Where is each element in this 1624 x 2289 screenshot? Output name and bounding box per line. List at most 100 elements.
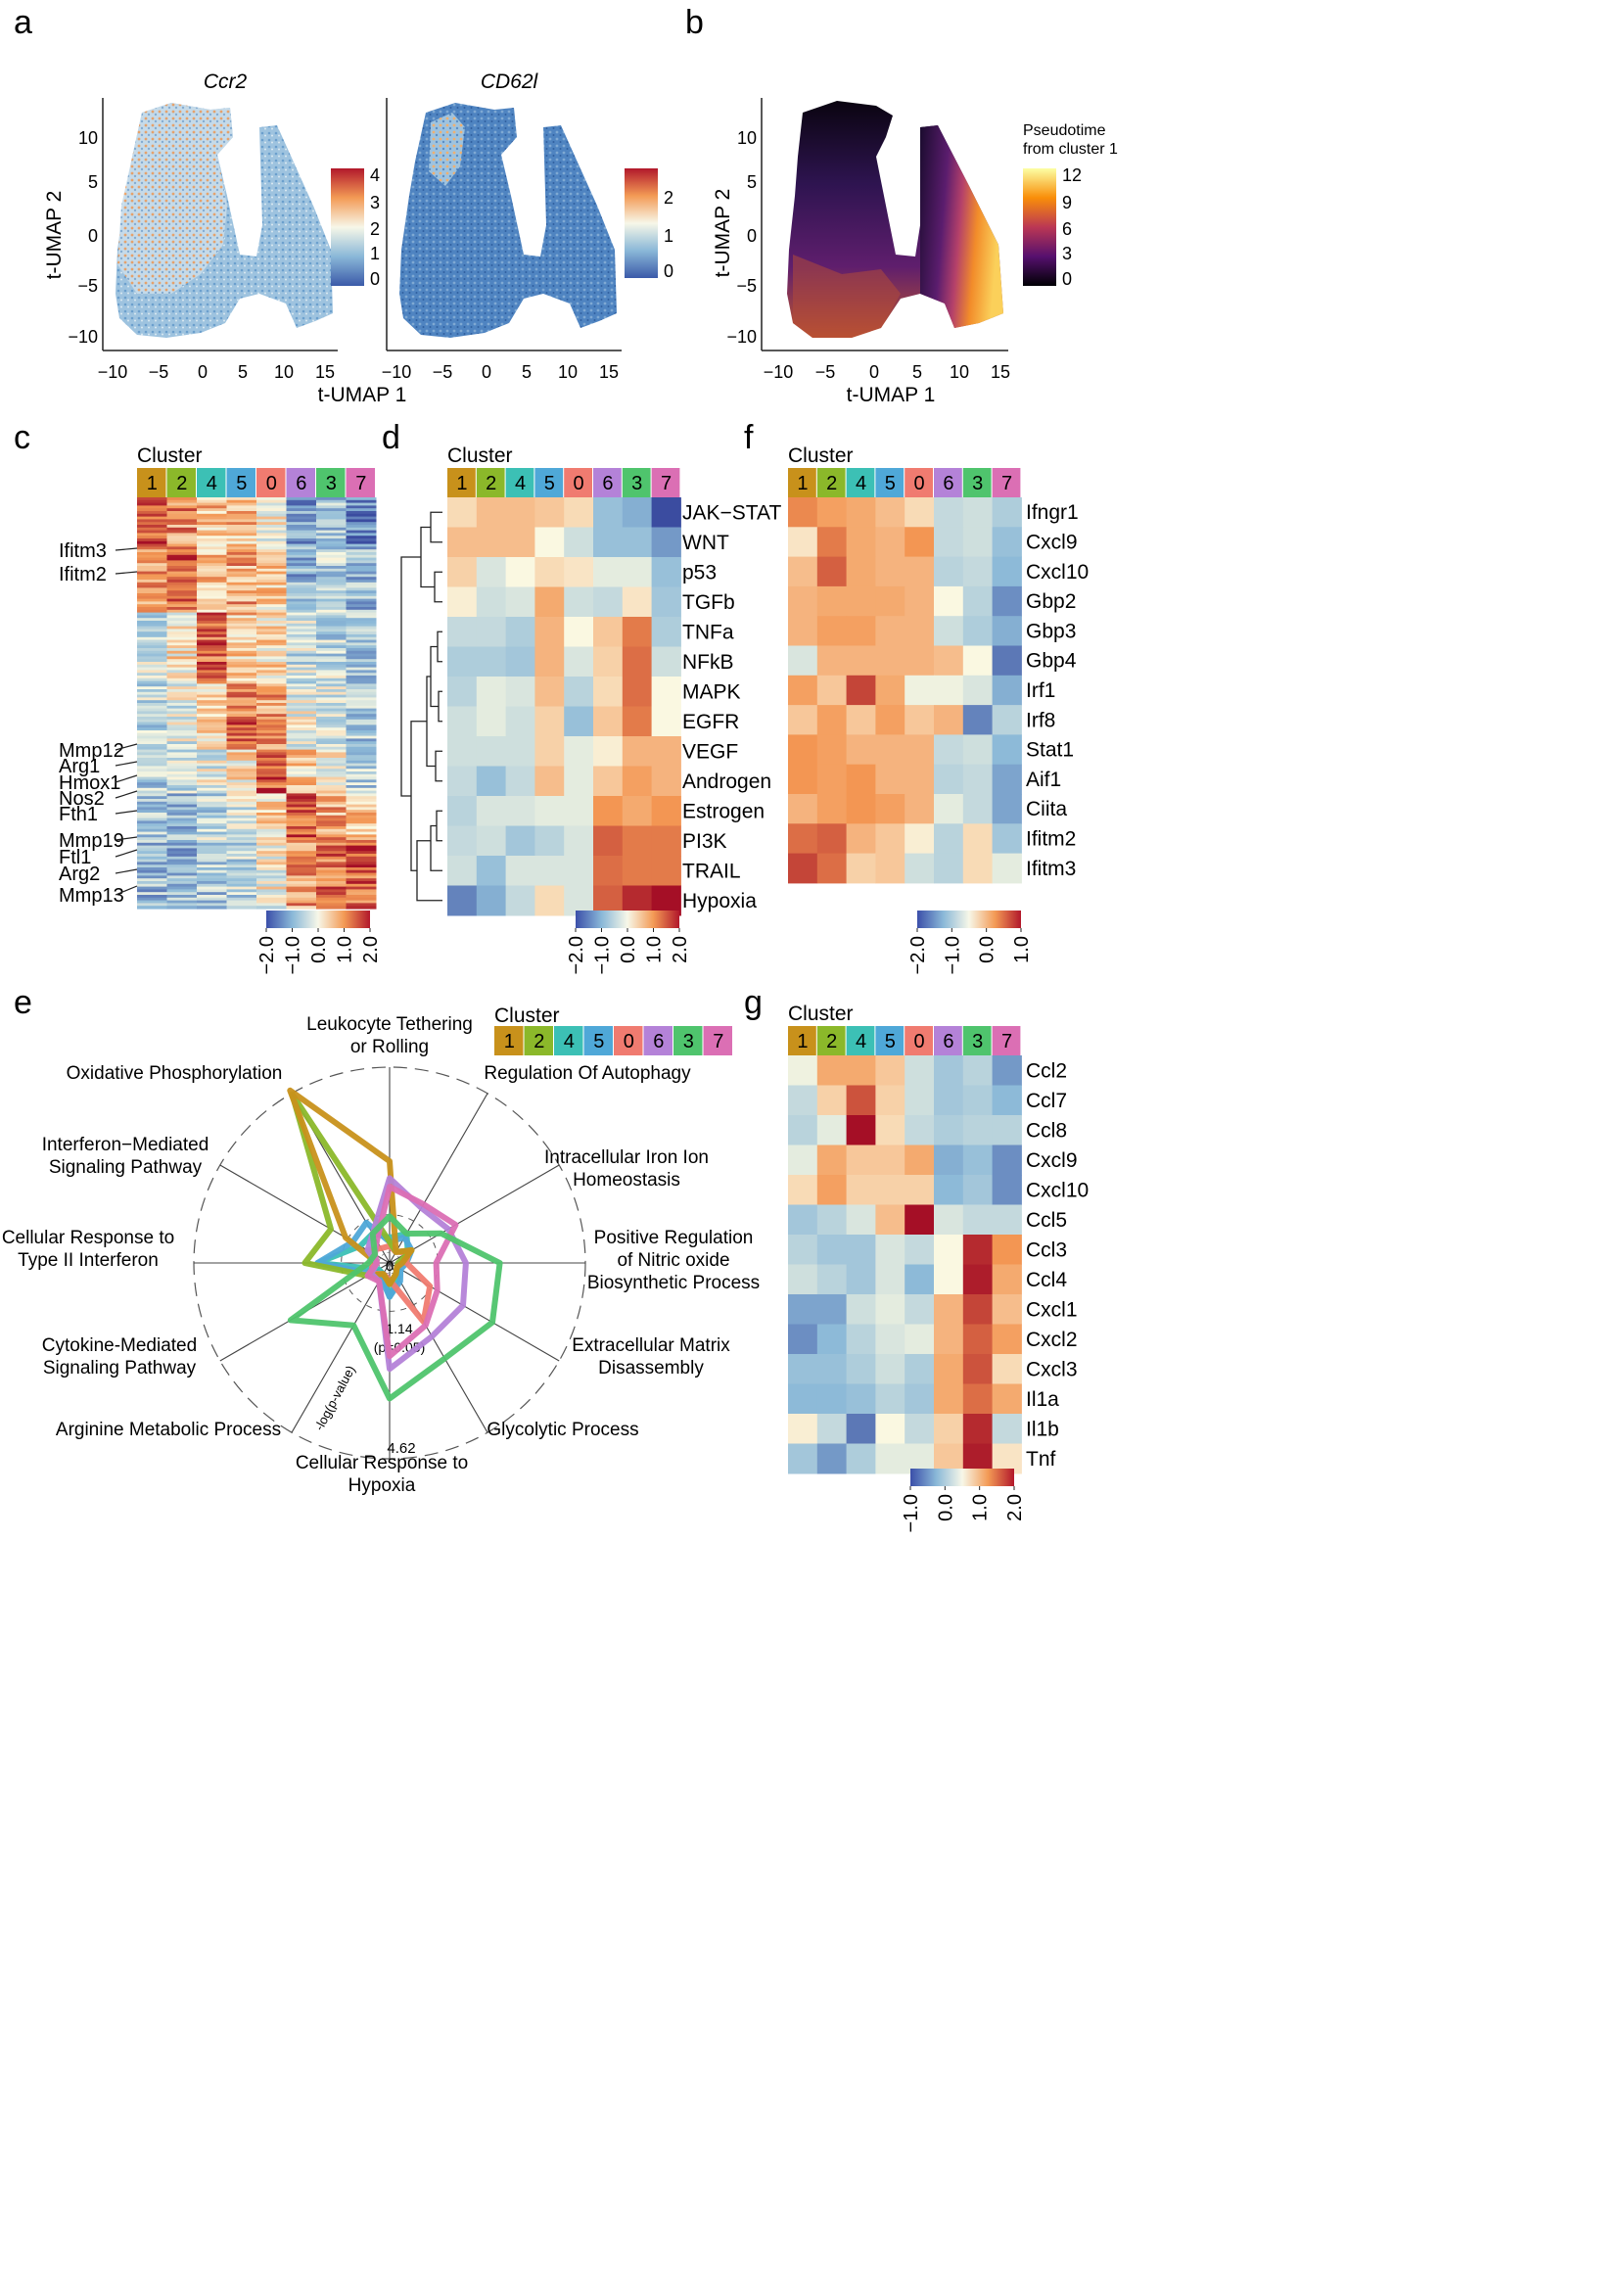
heatmap-cell: [197, 837, 227, 841]
heatmap-cell: [875, 1115, 905, 1145]
heatmap-cell: [256, 801, 287, 806]
heatmap-cell: [197, 530, 227, 534]
heatmap-cell: [651, 825, 681, 857]
heatmap-cell: [346, 867, 377, 871]
heatmap-cell: [286, 677, 317, 682]
pseudotime-legend-title: Pseudotime from cluster 1: [1023, 122, 1118, 158]
heatmap-cell: [316, 623, 347, 628]
heatmap-cell: [256, 513, 287, 518]
heatmap-cell: [166, 724, 198, 728]
heatmap-cell: [846, 1324, 876, 1355]
heatmap-cell: [346, 771, 377, 775]
heatmap-cell: [226, 883, 257, 888]
heatmap-cell: [166, 845, 198, 849]
gene-label: Arg1: [59, 756, 100, 777]
heatmap-cell: [622, 766, 653, 797]
heatmap-cell: [226, 694, 257, 698]
heatmap-cell: [934, 734, 964, 766]
heatmap-cell: [346, 735, 377, 739]
heatmap-cell: [226, 813, 257, 817]
heatmap-cell: [286, 691, 317, 696]
cluster-chip: [703, 1026, 732, 1055]
heatmap-cell: [286, 708, 317, 712]
heatmap-cell: [316, 738, 347, 742]
heatmap-cell: [197, 700, 227, 704]
xtick: 10: [274, 362, 294, 382]
heatmap-cell: [316, 621, 347, 625]
heatmap-cell: [256, 593, 287, 597]
heatmap-cell: [137, 670, 167, 674]
heatmap-cell: [166, 889, 198, 893]
cluster-chip-label: 1: [504, 1031, 515, 1052]
heatmap-cell: [226, 897, 257, 902]
heatmap-cell: [197, 650, 227, 655]
heatmap-cell: [197, 598, 227, 602]
heatmap-cell: [197, 883, 227, 888]
heatmap-cell: [137, 525, 167, 529]
heatmap-cell: [256, 851, 287, 855]
heatmap-cell: [166, 546, 198, 550]
heatmap-cell: [286, 878, 317, 882]
heatmap-cell: [137, 659, 167, 663]
heatmap-cell: [197, 828, 227, 833]
heatmap-cell: [316, 714, 347, 718]
heatmap-cell: [346, 717, 377, 721]
heatmap-cell: [846, 1144, 876, 1176]
heatmap-cell: [137, 840, 167, 844]
heatmap-cell: [286, 848, 317, 852]
heatmap-cell: [197, 694, 227, 698]
heatmap-cell: [197, 639, 227, 643]
heatmap-cell: [197, 653, 227, 657]
gene-label-leader: [115, 868, 138, 874]
heatmap-row-label: Aif1: [1026, 769, 1061, 791]
heatmap-cell: [226, 691, 257, 696]
cd62l-title: CD62l: [481, 70, 539, 93]
heatmap-cell: [316, 670, 347, 674]
heatmap-cell: [875, 616, 905, 646]
heatmap-cell: [197, 595, 227, 600]
heatmap-cell: [256, 552, 287, 556]
heatmap-cell: [256, 881, 287, 885]
heatmap-cell: [346, 889, 377, 893]
heatmap-cell: [346, 755, 377, 759]
heatmap-cell: [316, 519, 347, 523]
heatmap-cell: [226, 676, 257, 679]
heatmap-cell: [197, 727, 227, 731]
heatmap-cell: [622, 527, 653, 558]
heatmap-cell: [934, 1055, 964, 1086]
heatmap-cell: [476, 557, 507, 587]
heatmap-cell: [256, 615, 287, 619]
heatmap-cell: [346, 773, 377, 778]
heatmap-cell: [197, 505, 227, 509]
heatmap-cell: [197, 842, 227, 847]
heatmap-cell: [286, 574, 317, 578]
heatmap-cell: [226, 826, 257, 830]
heatmap-cell: [622, 736, 653, 767]
heatmap-cell: [256, 525, 287, 529]
heatmap-cell: [816, 1115, 848, 1145]
heatmap-cell: [166, 727, 198, 731]
heatmap-cell: [346, 629, 377, 632]
heatmap-cell: [137, 738, 167, 742]
heatmap-cell: [137, 897, 167, 902]
heatmap-cell: [286, 540, 317, 545]
heatmap-cell: [256, 815, 287, 819]
heatmap-cell: [316, 903, 347, 907]
heatmap-cell: [316, 680, 347, 684]
heatmap-cell: [564, 766, 594, 797]
heatmap-row-label: Stat1: [1026, 739, 1074, 762]
heatmap-cell: [166, 801, 198, 806]
heatmap-cell: [905, 1324, 935, 1355]
heatmap-cell: [476, 646, 507, 677]
heatmap-cell: [875, 1204, 905, 1236]
heatmap-cell: [316, 645, 347, 649]
heatmap-cell: [905, 1354, 935, 1384]
heatmap-cell: [962, 1354, 994, 1384]
heatmap-cell: [346, 700, 377, 704]
heatmap-cell: [197, 686, 227, 690]
heatmap-cell: [992, 1414, 1022, 1444]
heatmap-row-label: Ciita: [1026, 798, 1067, 820]
heatmap-cell: [256, 758, 287, 762]
heatmap-cell: [934, 585, 964, 617]
heatmap-cell: [197, 804, 227, 808]
